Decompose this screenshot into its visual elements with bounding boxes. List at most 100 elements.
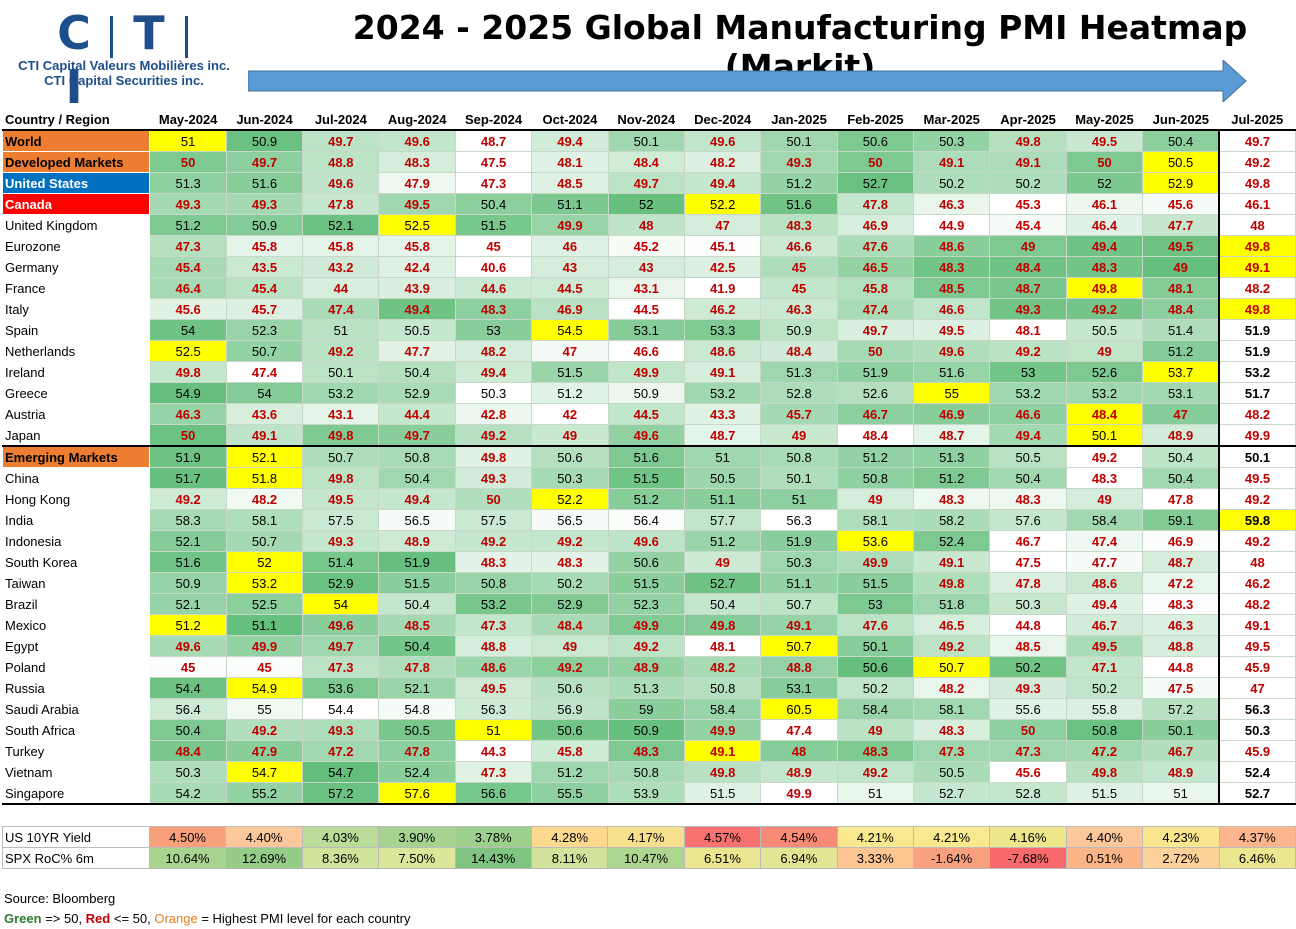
- pmi-cell: 53.3: [683, 319, 762, 341]
- table-row: Hong Kong 49.2 48.2 49.5 49.4 50 52.2 51.2 51.1 5…: [1, 488, 1296, 510]
- pmi-cell: 49.6: [607, 530, 685, 552]
- pmi-cell: 47.4: [225, 361, 304, 383]
- column-header-nov-2024: Nov-2024: [607, 108, 685, 131]
- pmi-cell: 49.6: [149, 635, 227, 657]
- pmi-cell: 51.3: [607, 677, 685, 699]
- pmi-cell: 46.4: [1065, 214, 1144, 236]
- pmi-cell: 53.2: [454, 593, 533, 615]
- pmi-cell: 52.1: [378, 677, 456, 699]
- pmi-cell: 50.7: [760, 635, 838, 657]
- pmi-cell: 46.3: [913, 193, 991, 215]
- pmi-cell: 48.2: [225, 488, 304, 510]
- pmi-cell: 52.1: [149, 530, 227, 552]
- pmi-cell: 50: [149, 151, 227, 173]
- pmi-cell: 53.2: [1065, 382, 1144, 404]
- pmi-cell: 46.3: [1142, 614, 1221, 636]
- row-label: Canada: [1, 193, 151, 215]
- market-cell: 2.72%: [1142, 847, 1220, 869]
- pmi-cell: 54.9: [149, 382, 227, 404]
- pmi-cell: 46.7: [1142, 740, 1221, 762]
- pmi-cell: 46.3: [149, 403, 227, 425]
- pmi-cell: 48.7: [454, 129, 533, 152]
- market-label: SPX RoC% 6m: [2, 847, 150, 869]
- table-row: Spain 54 52.3 51 50.5 53 54.5 53.1 53.3 50.9 49.7 4…: [1, 319, 1296, 341]
- pmi-cell: 54.4: [149, 677, 227, 699]
- pmi-cell: 49.3: [225, 193, 304, 215]
- pmi-cell: 52: [225, 551, 304, 573]
- market-cell: 4.57%: [683, 826, 762, 848]
- market-cell: 0.51%: [1065, 847, 1144, 869]
- pmi-cell: 48.3: [1065, 256, 1144, 278]
- pmi-cell: 49: [989, 235, 1067, 257]
- pmi-cell: 49.5: [378, 193, 456, 215]
- pmi-cell: 59.1: [1142, 509, 1221, 531]
- pmi-cell: 50.9: [225, 129, 304, 152]
- pmi-cell: 49.2: [454, 424, 533, 447]
- pmi-cell: 56.4: [607, 509, 685, 531]
- market-cell: 4.50%: [148, 826, 227, 848]
- pmi-cell: 49.2: [1218, 151, 1296, 173]
- pmi-cell: 48.5: [378, 614, 456, 636]
- pmi-cell: 52.1: [302, 214, 380, 236]
- pmi-cell: 50.5: [683, 467, 762, 489]
- pmi-cell: 51.3: [149, 172, 227, 194]
- pmi-cell: 49.6: [913, 340, 991, 362]
- pmi-cell: 50: [454, 488, 533, 510]
- column-header-sep-2024: Sep-2024: [454, 108, 533, 131]
- pmi-cell: 51.5: [454, 214, 533, 236]
- row-label: Emerging Markets: [1, 445, 151, 468]
- pmi-cell: 48.4: [607, 151, 685, 173]
- pmi-cell: 43.3: [683, 403, 762, 425]
- pmi-cell: 48.4: [836, 424, 915, 447]
- pmi-cell: 52.7: [683, 572, 762, 594]
- column-header-may-2024: May-2024: [149, 108, 227, 131]
- pmi-cell: 49.3: [149, 193, 227, 215]
- pmi-cell: 47: [531, 340, 609, 362]
- pmi-cell: 57.5: [454, 509, 533, 531]
- pmi-cell: 44.4: [378, 403, 456, 425]
- pmi-cell: 58.1: [225, 509, 304, 531]
- pmi-cell: 48.8: [302, 151, 380, 173]
- pmi-cell: 45.8: [836, 277, 915, 299]
- pmi-cell: 48.7: [683, 424, 762, 447]
- pmi-cell: 47.2: [1142, 572, 1221, 594]
- table-row: Ireland 49.8 47.4 50.1 50.4 49.4 51.5 49.9 49.1 5…: [1, 361, 1296, 383]
- row-label: Indonesia: [1, 530, 151, 552]
- pmi-cell: 49.2: [1065, 298, 1144, 320]
- pmi-cell: 50.8: [607, 761, 685, 783]
- pmi-cell: 49.2: [913, 635, 991, 657]
- pmi-cell: 50.8: [1065, 719, 1144, 741]
- pmi-cell: 47.3: [989, 740, 1067, 762]
- column-header-mar-2025: Mar-2025: [913, 108, 991, 131]
- pmi-cell: 52.8: [760, 382, 838, 404]
- pmi-cell: 46.9: [836, 214, 915, 236]
- pmi-cell: 47.5: [1142, 677, 1221, 699]
- pmi-cell: 42.8: [454, 403, 533, 425]
- pmi-cell: 49.1: [683, 740, 762, 762]
- table-row: South Korea 51.6 52 51.4 51.9 48.3 48.3 50.6 49 5…: [1, 551, 1296, 573]
- table-row: Germany 45.4 43.5 43.2 42.4 40.6 43 43 42.5 45 46.…: [1, 256, 1296, 278]
- pmi-cell: 49.5: [1065, 129, 1144, 152]
- pmi-cell: 50.5: [989, 445, 1067, 468]
- pmi-cell: 48.3: [607, 740, 685, 762]
- pmi-cell: 47.8: [836, 193, 915, 215]
- pmi-cell: 46.6: [607, 340, 685, 362]
- pmi-cell: 54.8: [378, 698, 456, 720]
- pmi-cell: 50.9: [607, 719, 685, 741]
- pmi-cell: 49.7: [378, 424, 456, 447]
- pmi-cell: 56.6: [454, 782, 533, 805]
- pmi-cell: 49.4: [1065, 235, 1144, 257]
- pmi-cell: 43.6: [225, 403, 304, 425]
- pmi-cell: 50.7: [302, 445, 380, 468]
- pmi-cell: 49.2: [302, 340, 380, 362]
- row-label: Austria: [1, 403, 151, 425]
- pmi-cell: 46.2: [1218, 572, 1296, 594]
- column-header-jan-2025: Jan-2025: [760, 108, 838, 131]
- market-cell: 3.78%: [454, 826, 532, 848]
- pmi-cell: 51.5: [1065, 782, 1144, 805]
- pmi-cell: 48.4: [1142, 298, 1221, 320]
- pmi-cell: 51: [1142, 782, 1221, 805]
- pmi-cell: 49.8: [1065, 761, 1144, 783]
- pmi-cell: 47.7: [1142, 214, 1221, 236]
- pmi-cell: 53.1: [607, 319, 685, 341]
